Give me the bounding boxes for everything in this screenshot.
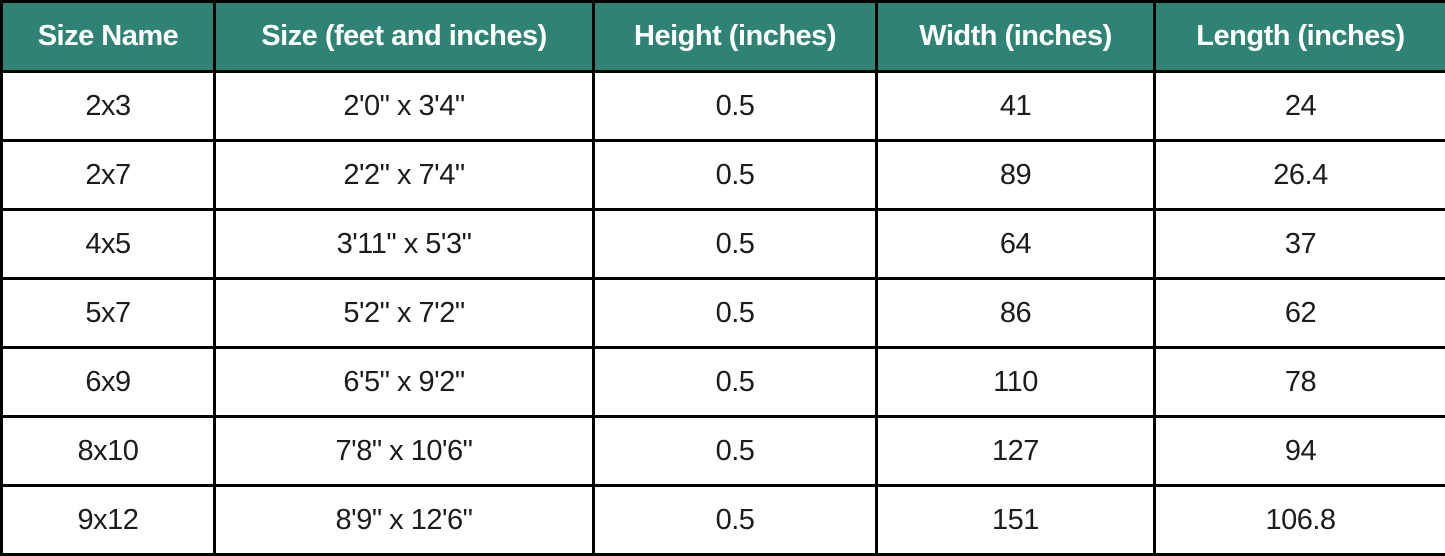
cell-size-name: 2x3 xyxy=(2,72,215,141)
cell-length: 94 xyxy=(1155,417,1445,486)
cell-size-feet-inches: 3'11" x 5'3" xyxy=(215,210,594,279)
cell-size-name: 2x7 xyxy=(2,141,215,210)
header-row: Size Name Size (feet and inches) Height … xyxy=(2,2,1445,72)
column-header-size-feet-inches: Size (feet and inches) xyxy=(215,2,594,72)
cell-height: 0.5 xyxy=(594,72,877,141)
cell-width: 41 xyxy=(877,72,1155,141)
cell-size-feet-inches: 6'5" x 9'2" xyxy=(215,348,594,417)
cell-height: 0.5 xyxy=(594,210,877,279)
table-row: 8x10 7'8" x 10'6" 0.5 127 94 xyxy=(2,417,1445,486)
cell-width: 110 xyxy=(877,348,1155,417)
cell-height: 0.5 xyxy=(594,279,877,348)
cell-length: 78 xyxy=(1155,348,1445,417)
cell-size-feet-inches: 8'9" x 12'6" xyxy=(215,486,594,555)
cell-height: 0.5 xyxy=(594,486,877,555)
cell-size-feet-inches: 2'2" x 7'4" xyxy=(215,141,594,210)
cell-length: 106.8 xyxy=(1155,486,1445,555)
cell-size-name: 6x9 xyxy=(2,348,215,417)
table-row: 5x7 5'2" x 7'2" 0.5 86 62 xyxy=(2,279,1445,348)
cell-width: 127 xyxy=(877,417,1155,486)
cell-length: 24 xyxy=(1155,72,1445,141)
cell-length: 62 xyxy=(1155,279,1445,348)
cell-width: 86 xyxy=(877,279,1155,348)
cell-height: 0.5 xyxy=(594,348,877,417)
table-row: 2x7 2'2" x 7'4" 0.5 89 26.4 xyxy=(2,141,1445,210)
cell-size-name: 4x5 xyxy=(2,210,215,279)
cell-size-feet-inches: 2'0" x 3'4" xyxy=(215,72,594,141)
table-row: 9x12 8'9" x 12'6" 0.5 151 106.8 xyxy=(2,486,1445,555)
cell-height: 0.5 xyxy=(594,141,877,210)
column-header-height-inches: Height (inches) xyxy=(594,2,877,72)
column-header-width-inches: Width (inches) xyxy=(877,2,1155,72)
cell-size-name: 9x12 xyxy=(2,486,215,555)
table-row: 4x5 3'11" x 5'3" 0.5 64 37 xyxy=(2,210,1445,279)
cell-width: 151 xyxy=(877,486,1155,555)
cell-length: 26.4 xyxy=(1155,141,1445,210)
column-header-length-inches: Length (inches) xyxy=(1155,2,1445,72)
cell-size-name: 5x7 xyxy=(2,279,215,348)
cell-height: 0.5 xyxy=(594,417,877,486)
cell-size-feet-inches: 5'2" x 7'2" xyxy=(215,279,594,348)
cell-width: 64 xyxy=(877,210,1155,279)
table-row: 2x3 2'0" x 3'4" 0.5 41 24 xyxy=(2,72,1445,141)
cell-width: 89 xyxy=(877,141,1155,210)
column-header-size-name: Size Name xyxy=(2,2,215,72)
table-row: 6x9 6'5" x 9'2" 0.5 110 78 xyxy=(2,348,1445,417)
cell-length: 37 xyxy=(1155,210,1445,279)
cell-size-feet-inches: 7'8" x 10'6" xyxy=(215,417,594,486)
cell-size-name: 8x10 xyxy=(2,417,215,486)
